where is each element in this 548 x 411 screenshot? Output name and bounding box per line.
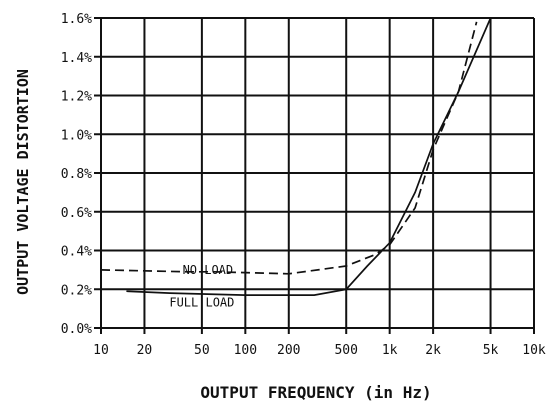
x-tick-labels: 10 20 50 100 200 500 1k 2k 5k 10k [93,343,546,358]
y-tick-label-0: 0.0% [61,322,92,337]
y-tick-label-2: 0.4% [61,245,92,260]
x-tick-label-7: 2k [425,343,441,358]
x-tick-label-3: 100 [234,343,257,358]
x-tick-label-0: 10 [93,343,109,358]
grid [94,17,535,334]
series-line-0 [100,21,478,275]
y-tick-label-5: 1.0% [61,128,92,143]
x-tick-label-8: 5k [483,343,499,358]
x-tick-label-5: 500 [334,343,357,358]
y-tick-label-1: 0.2% [61,283,92,298]
y-tick-label-6: 1.2% [61,90,92,105]
x-tick-label-1: 20 [137,343,153,358]
y-tick-label-8: 1.6% [61,12,92,27]
series-line-1 [126,17,492,296]
y-tick-label-4: 0.8% [61,167,92,182]
x-tick-label-6: 1k [382,343,398,358]
y-tick-label-7: 1.4% [61,51,92,66]
series-layer [100,17,492,296]
y-axis-title: OUTPUT VOLTAGE DISTORTION [14,69,32,295]
x-tick-label-2: 50 [194,343,210,358]
y-tick-labels: 0.0% 0.2% 0.4% 0.6% 0.8% 1.0% 1.2% 1.4% 1.6% [61,12,92,337]
annotation-0: NO LOAD [183,263,234,277]
annotations: NO LOAD FULL LOAD [169,263,234,310]
x-tick-label-4: 200 [277,343,300,358]
annotation-1: FULL LOAD [169,296,234,310]
x-axis-title: OUTPUT FREQUENCY (in Hz) [200,383,431,402]
y-tick-label-3: 0.6% [61,206,92,221]
x-tick-label-9: 10k [522,343,546,358]
